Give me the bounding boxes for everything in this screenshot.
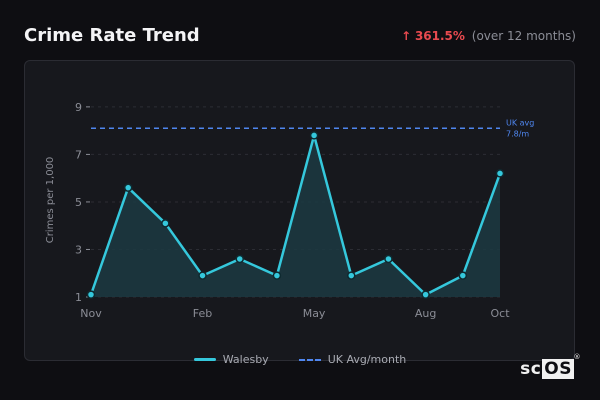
y-tick-label: 9 [75,101,82,114]
series-line [89,134,502,296]
x-tick-label: Feb [193,307,212,320]
trend-up-icon: ↑ [401,29,412,43]
legend-item-reference[interactable]: UK Avg/month [298,353,407,366]
legend: Walesby UK Avg/month [0,353,600,366]
data-point [495,169,505,178]
data-point [123,183,133,192]
data-point [421,290,430,299]
x-tick-label: May [303,307,326,320]
data-point [86,290,96,299]
data-point [272,271,282,280]
y-axis-label: Crimes per 1,000 [45,157,56,244]
reference-value-label: 7.8/m [506,129,529,138]
data-point [347,271,356,280]
legend-series-label: Walesby [222,353,269,366]
y-tick-label: 1 [75,291,82,304]
y-tick-label: 3 [75,243,82,256]
data-point [235,254,244,264]
chart-title: Crime Rate Trend [24,25,200,46]
x-tick-label: Oct [490,307,510,320]
reference-swatch [298,358,321,361]
x-tick-label: Aug [415,307,436,320]
change-percent: 361.5% [414,29,465,43]
data-point [458,271,468,280]
data-point [384,254,393,264]
series-swatch [193,358,216,361]
series-area [91,135,500,297]
data-point [198,271,207,280]
y-tick-label: 5 [75,196,82,209]
y-tick-label: 7 [75,148,82,161]
data-point [309,131,319,140]
reference-label: UK avg [506,118,534,127]
legend-reference-label: UK Avg/month [327,353,407,366]
change-period: (over 12 months) [471,29,576,43]
x-tick-label: Nov [80,307,102,320]
change-summary: ↑ 361.5% (over 12 months) [401,29,576,43]
legend-item-series[interactable]: Walesby [193,353,269,366]
brand-logo: sc OS ® [520,353,581,379]
data-point [161,219,170,228]
